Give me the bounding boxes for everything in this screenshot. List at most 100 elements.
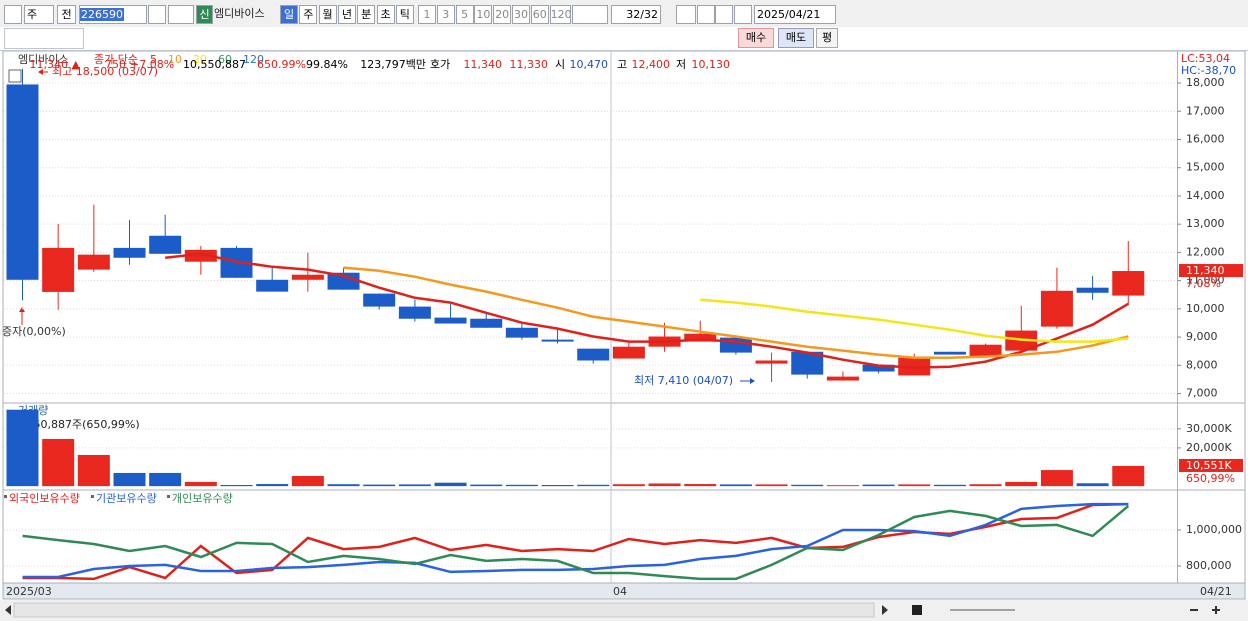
legend-entry: 기관보유수량	[96, 492, 157, 505]
legend-marker	[4, 495, 7, 498]
unit-button[interactable]: 월	[318, 5, 337, 24]
interval-button[interactable]: 3	[436, 5, 455, 24]
volume-bar	[1040, 470, 1073, 487]
volume-rate: 650.99%	[257, 58, 306, 71]
tool-button[interactable]	[676, 5, 696, 24]
unit-button[interactable]: 주	[299, 5, 318, 24]
volume-bar	[969, 484, 1002, 487]
y-tick-label: 18,000	[1186, 76, 1225, 89]
volume-bar	[648, 483, 681, 487]
candle-body	[791, 351, 824, 375]
volume: 10,550,887	[183, 58, 246, 71]
interval-button[interactable]: 10	[474, 5, 493, 24]
unit-button[interactable]: 년	[337, 5, 356, 24]
legend-entry: 10	[168, 53, 182, 66]
low-note: 최저 7,410 (04/07)	[634, 374, 733, 387]
count-input[interactable]: 32/32	[611, 5, 661, 24]
stock-name: 엠디바이스	[214, 7, 265, 20]
volume-badge	[1179, 458, 1243, 472]
high-label: 고	[617, 58, 628, 71]
hc-label: HC:-38,70	[1181, 64, 1236, 77]
interval-button[interactable]: 60	[530, 5, 549, 24]
legend-entry: 5	[150, 53, 157, 66]
volume-bar	[327, 484, 360, 487]
volume-bar	[1005, 481, 1038, 487]
candle-body	[184, 249, 217, 262]
volume-bar	[684, 484, 717, 487]
tool-button[interactable]	[697, 5, 715, 24]
candle-body	[113, 247, 146, 258]
sound-button[interactable]	[168, 5, 194, 24]
table-icon[interactable]	[8, 69, 22, 83]
interval-select[interactable]	[572, 5, 608, 24]
candle-body	[826, 376, 859, 381]
unit-button[interactable]: 분	[357, 5, 376, 24]
event-note: 증자(0,00%)	[2, 325, 66, 338]
candle-body	[291, 274, 324, 280]
quote-bar: 11,340 ▲ 750 +7.08% 10,550,887 650.99% 9…	[0, 27, 1248, 71]
volume-bar	[791, 484, 824, 487]
sell-button[interactable]: 매도	[778, 28, 814, 48]
buy-button[interactable]: 매수	[738, 28, 774, 48]
legend-entry: 120	[243, 53, 264, 66]
search-button[interactable]	[148, 5, 166, 24]
volume-bar	[1112, 465, 1145, 487]
settings-button[interactable]	[734, 5, 752, 24]
interval-button[interactable]: 20	[493, 5, 512, 24]
volume-bar	[434, 482, 467, 487]
x-tick-label: 2025/03	[6, 585, 52, 598]
interval-button[interactable]: 1	[418, 5, 436, 24]
candle-body	[755, 360, 788, 364]
legend-entry: 외국인보유수량	[9, 492, 80, 505]
code-input[interactable]: 226590	[79, 5, 147, 24]
candle-body	[149, 235, 182, 254]
last-volume-rate: 650,99%	[1186, 472, 1235, 485]
volume-bar	[291, 476, 324, 487]
candle-body	[505, 327, 538, 338]
x-tick-label: 04	[613, 585, 627, 598]
legend-entry: 20	[193, 53, 207, 66]
candle-body	[470, 318, 503, 328]
candle-body	[256, 279, 289, 292]
y-tick-label: 15,000	[1186, 161, 1225, 174]
y-tick-label: 800,000	[1186, 559, 1232, 572]
y-tick-label: 12,000	[1186, 245, 1225, 258]
stock-name: 엠디바이스	[18, 53, 69, 66]
period-select[interactable]: 주	[24, 5, 54, 24]
menu-icon[interactable]	[4, 5, 22, 24]
unit-button[interactable]: 일	[280, 5, 298, 24]
interval-button[interactable]: 120	[549, 5, 571, 24]
eval-button[interactable]: 평	[816, 28, 838, 48]
interval-button[interactable]: 5	[455, 5, 474, 24]
candle-body	[1112, 271, 1145, 296]
y-tick-label: 13,000	[1186, 217, 1225, 230]
candle-body	[541, 339, 574, 342]
scroll-track[interactable]	[13, 602, 875, 618]
low-label: 저	[676, 58, 687, 71]
prev-button[interactable]: 전	[57, 5, 76, 24]
zoom-in[interactable]	[1212, 606, 1220, 614]
legend-marker	[167, 495, 170, 498]
candle-body	[434, 317, 467, 324]
date-input[interactable]: 2025/04/21	[754, 5, 836, 24]
interval-button[interactable]: 30	[512, 5, 530, 24]
volume-bar	[862, 484, 895, 487]
volume-bar	[470, 484, 503, 487]
open-label: 시	[555, 58, 566, 71]
y-tick-label: 16,000	[1186, 133, 1225, 146]
stop-button[interactable]	[912, 605, 922, 615]
volume-bar	[363, 484, 396, 487]
moving-average	[700, 298, 1129, 343]
y-tick-label: 30,000K	[1186, 422, 1232, 435]
unit-button[interactable]: 틱	[395, 5, 414, 24]
scroll-right[interactable]	[882, 605, 888, 615]
scroll-left[interactable]	[5, 605, 11, 615]
unit-button[interactable]: 초	[376, 5, 395, 24]
y-tick-label: 20,000K	[1186, 441, 1232, 454]
x-end-label: 04/21	[1200, 585, 1232, 598]
volume-bar	[398, 484, 431, 487]
volume-bar	[6, 409, 39, 487]
save-button[interactable]	[715, 5, 733, 24]
